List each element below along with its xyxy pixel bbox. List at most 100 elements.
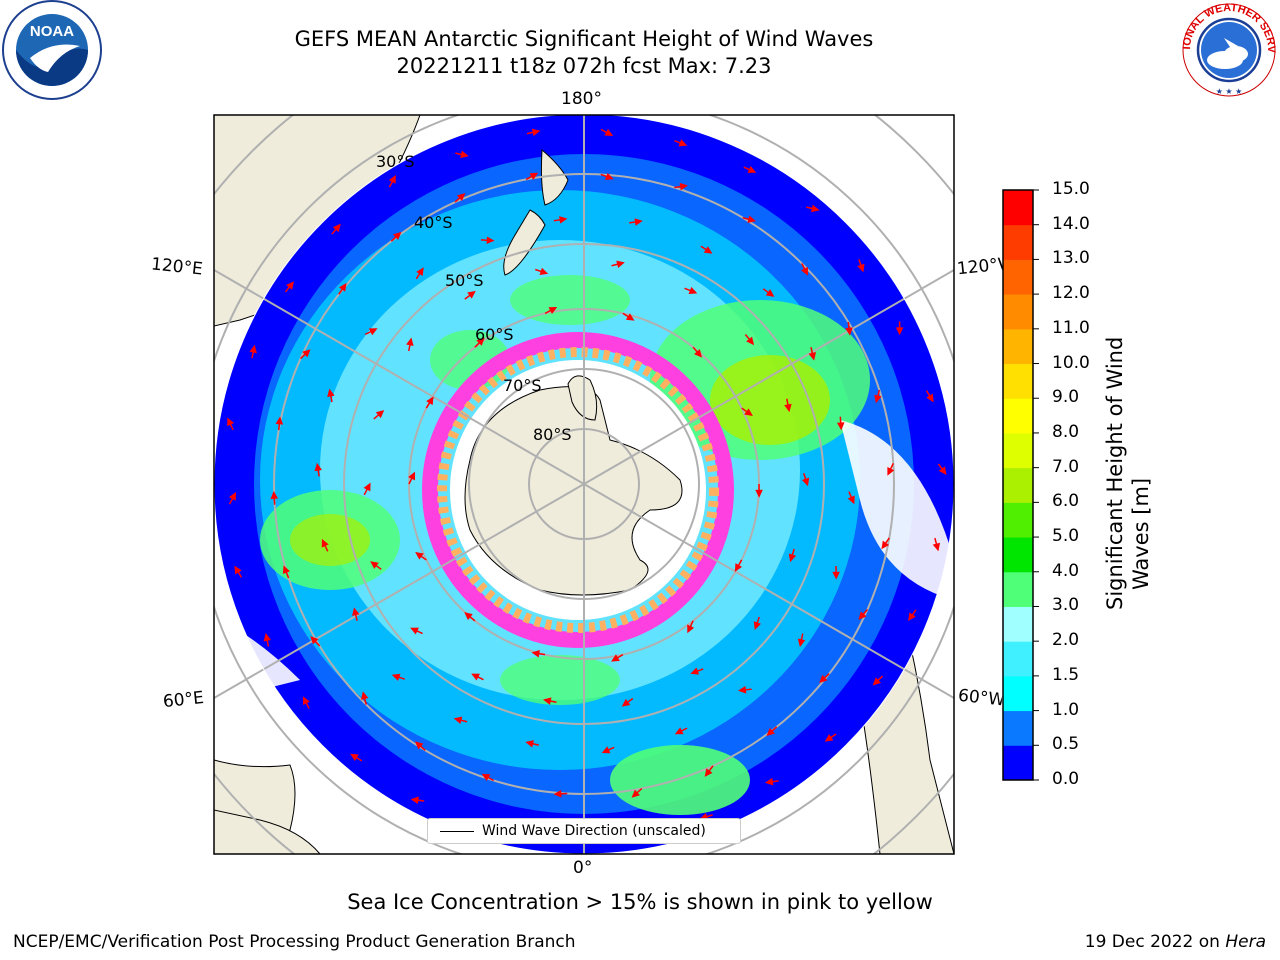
wave-arrow-head <box>694 349 703 358</box>
footer-machine: Hera <box>1225 932 1266 952</box>
chart-title: GEFS MEAN Antarctic Significant Height o… <box>294 27 874 51</box>
chart-subtitle: 20221211 t18z 072h fcst Max: 7.23 <box>396 54 772 78</box>
wave-arrow-head <box>824 734 834 742</box>
footer-date: 19 Dec 2022 on Hera <box>1085 932 1266 952</box>
colorbar-title-line2: Waves [m] <box>1129 478 1153 590</box>
wave-arrow-head <box>406 337 414 347</box>
wave-arrow-head <box>363 482 371 492</box>
wave-arrow-head <box>234 565 242 575</box>
wave-arrow-head <box>611 654 620 662</box>
colorbar-title: Significant Height of Wind Waves [m] <box>1103 337 1153 610</box>
wave-arrow-head <box>467 290 476 299</box>
colorbar-frame <box>1002 189 1034 781</box>
colorbar-bin <box>1003 467 1033 503</box>
colorbar-bin <box>1003 363 1033 399</box>
colorbar-tick-label: 7.0 <box>1052 456 1080 477</box>
wave-arrow-head <box>393 231 402 241</box>
map-frame <box>213 114 955 855</box>
colorbar-tick-label: 8.0 <box>1052 421 1080 442</box>
wave-arrow-head <box>282 565 290 575</box>
wave-arrow-head <box>858 611 867 620</box>
wave-arrow-head <box>747 215 756 223</box>
wave-arrow-head <box>766 727 775 736</box>
wave-arrow-head <box>926 393 934 403</box>
wave-arrow-head <box>302 696 310 706</box>
colorbar-bin <box>1003 537 1033 573</box>
nws-logo: NATIONAL WEATHER SERVICE ★ ★ ★ <box>1178 0 1277 97</box>
wave-arrow-head <box>227 417 235 427</box>
noaa-logo: NOAA <box>2 0 102 100</box>
colorbar-tick-label: 6.0 <box>1052 491 1080 512</box>
colorbar-tick-label: 5.0 <box>1052 526 1080 547</box>
wave-arrow-head <box>531 128 541 137</box>
lat-label-50s: 50°S <box>445 271 484 290</box>
colorbar-tick-label: 15.0 <box>1052 179 1090 199</box>
wave-arrow-head <box>836 422 845 431</box>
wave-arrow-head <box>368 328 378 336</box>
colorbar-tick-label: 4.0 <box>1052 560 1080 581</box>
colorbar-bin <box>1003 745 1033 781</box>
colorbar <box>1002 189 1039 781</box>
wave-arrow-head <box>275 416 284 425</box>
lat-label-80s: 80°S <box>533 425 572 444</box>
wave-arrow-head <box>410 627 419 635</box>
wave-arrow-head <box>249 344 257 354</box>
wave-arrow-head <box>738 686 747 694</box>
wave-arrow-head <box>801 266 809 276</box>
wave-arrow-head <box>321 538 329 548</box>
wave-arrow-head <box>481 773 491 781</box>
wave-arrow-head <box>531 649 540 658</box>
wave-arrow-head <box>621 698 631 707</box>
wave-arrow-head <box>765 289 775 297</box>
wave-arrow-head <box>938 466 947 476</box>
legend-line-icon <box>440 830 474 832</box>
wave-arrow-head <box>932 542 941 552</box>
sea-ice-note: Sea Ice Concentration > 15% is shown in … <box>347 890 933 914</box>
wave-arrow-head <box>559 216 568 224</box>
wave-arrow-head <box>881 540 890 550</box>
wave-arrow-head <box>631 789 640 798</box>
wave-arrow-head <box>486 236 495 245</box>
wave-arrow-head <box>286 281 295 290</box>
colorbar-tick-label: 11.0 <box>1052 317 1090 338</box>
colorbar-bin <box>1003 571 1033 607</box>
colorbar-bin <box>1003 432 1033 469</box>
wave-arrow-head <box>797 638 806 648</box>
wave-arrow-head <box>605 172 614 181</box>
lon-label-180: 180° <box>561 89 602 109</box>
wave-arrow-head <box>263 633 272 642</box>
wave-arrow-head <box>553 790 562 798</box>
wave-arrow-head <box>350 753 359 762</box>
wave-arrow-head <box>415 551 424 560</box>
colorbar-bin <box>1003 328 1033 365</box>
colorbar-bin <box>1003 641 1033 677</box>
colorbar-tick-label: 0.0 <box>1052 769 1080 789</box>
wave-arrow-head <box>765 777 774 786</box>
wave-arrow-head <box>746 336 755 346</box>
wave-arrow-head <box>753 621 761 630</box>
wave-arrow-head <box>471 673 480 681</box>
wave-arrow-head <box>416 267 424 276</box>
wave-arrow-head <box>460 150 469 159</box>
wave-arrow-head <box>887 466 895 476</box>
colorbar-bin <box>1003 294 1033 330</box>
wave-arrow-head <box>361 691 369 700</box>
wave-arrow-head <box>755 489 763 498</box>
wave-arrow-head <box>874 394 882 404</box>
wave-arrow-head <box>674 727 684 735</box>
wave-arrow-head <box>678 139 688 147</box>
wave-arrow-head <box>808 352 817 361</box>
wave-arrow-head <box>408 471 416 481</box>
wave-arrow-head <box>375 410 385 419</box>
wave-arrow-head <box>453 716 463 724</box>
wave-arrow-head <box>476 337 485 346</box>
wave-arrow-head <box>228 491 237 501</box>
legend-label: Wind Wave Direction (unscaled) <box>482 823 706 839</box>
wave-arrow-head <box>895 327 904 336</box>
wave-arrow-head <box>784 403 792 413</box>
wave-arrow-head <box>338 283 347 292</box>
wave-arrow-head <box>388 175 396 184</box>
colorbar-tick-label: 9.0 <box>1052 387 1080 408</box>
wave-arrow-head <box>332 223 341 233</box>
